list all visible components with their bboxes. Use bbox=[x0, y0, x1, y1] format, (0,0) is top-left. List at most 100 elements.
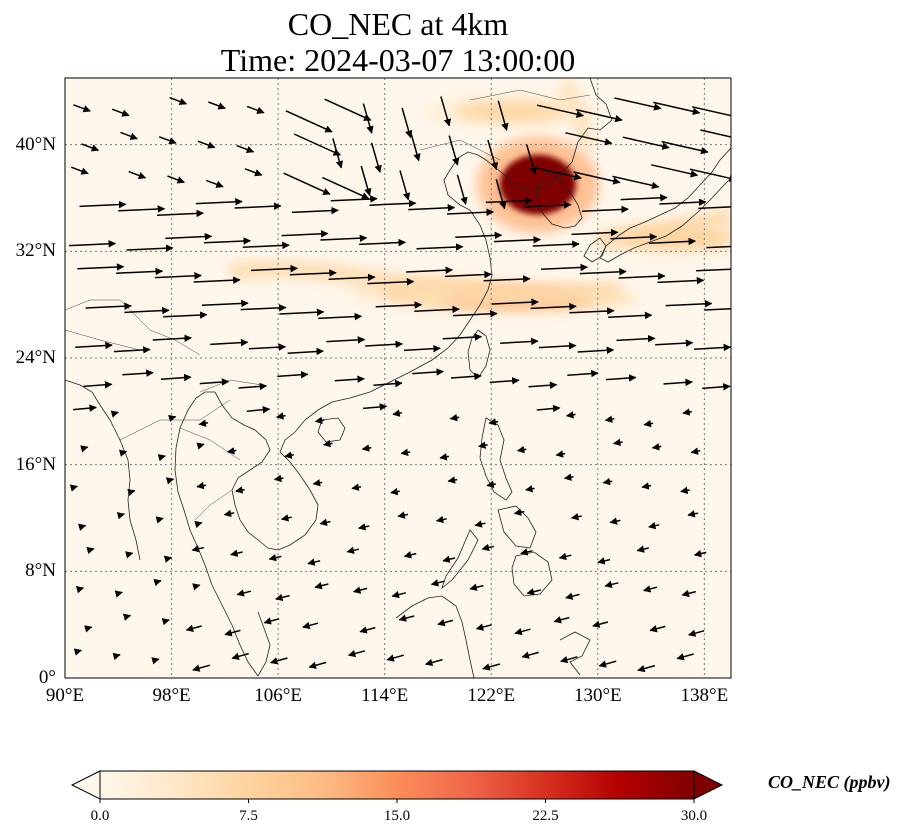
wind-arrow bbox=[359, 238, 407, 247]
wind-arrow bbox=[128, 170, 147, 180]
wind-arrow bbox=[110, 410, 119, 418]
wind-arrow bbox=[391, 590, 407, 599]
wind-arrow bbox=[154, 272, 202, 280]
wind-arrow bbox=[392, 409, 402, 417]
wind-arrow bbox=[195, 198, 243, 206]
colorbar-tick-label: 7.5 bbox=[239, 808, 258, 824]
wind-arrow bbox=[571, 228, 619, 237]
wind-arrow bbox=[693, 549, 707, 558]
wind-arrow bbox=[682, 408, 692, 416]
wind-arrow bbox=[636, 545, 649, 553]
wind-arrow bbox=[365, 340, 404, 349]
plume-core bbox=[499, 154, 576, 215]
wind-arrow bbox=[112, 652, 121, 661]
wind-arrow bbox=[373, 379, 403, 388]
wind-arrow bbox=[273, 474, 284, 483]
wind-arrow bbox=[268, 553, 282, 562]
wind-arrow bbox=[440, 96, 452, 127]
wind-arrow bbox=[196, 442, 205, 450]
coastline-hainan bbox=[317, 417, 346, 443]
wind-arrow bbox=[324, 98, 372, 121]
colorbar-extend-min bbox=[70, 770, 101, 800]
wind-arrow bbox=[169, 96, 188, 106]
coastline-luzon bbox=[479, 417, 513, 501]
colorbar-tick-label: 0.0 bbox=[90, 808, 110, 824]
wind-arrow bbox=[553, 616, 570, 624]
wind-arrow bbox=[455, 231, 503, 240]
map-frame bbox=[64, 77, 732, 679]
wind-arrow bbox=[661, 140, 709, 155]
chart-title-line2: Time: 2024-03-07 13:00:00 bbox=[220, 42, 576, 78]
colorbar-extend-max bbox=[693, 770, 724, 800]
wind-arrow bbox=[482, 663, 501, 671]
wind-arrow bbox=[157, 209, 204, 218]
y-tick-label: 32°N bbox=[15, 240, 56, 262]
wind-arrow bbox=[363, 403, 388, 411]
wind-arrow bbox=[111, 108, 130, 117]
wind-arrow bbox=[165, 477, 175, 485]
wind-arrow bbox=[400, 448, 411, 457]
wind-arrow bbox=[263, 617, 280, 625]
colorbar-gradient bbox=[100, 771, 694, 799]
wind-arrow bbox=[280, 514, 292, 522]
wind-arrow bbox=[541, 263, 589, 272]
wind-arrow bbox=[577, 346, 615, 355]
wind-arrow bbox=[565, 411, 576, 419]
wind-arrow bbox=[78, 523, 87, 531]
wind-arrow bbox=[319, 518, 331, 527]
wind-arrow bbox=[291, 206, 339, 215]
wind-arrow bbox=[69, 484, 79, 492]
wind-arrow bbox=[208, 101, 226, 110]
wind-arrow bbox=[604, 415, 615, 423]
wind-arrow bbox=[191, 545, 204, 553]
concentration-field bbox=[228, 78, 731, 314]
coastline-korea bbox=[535, 171, 583, 229]
wind-arrow bbox=[151, 657, 160, 665]
wind-arrow bbox=[307, 558, 321, 566]
wind-arrow bbox=[651, 443, 662, 451]
wind-arrow bbox=[351, 483, 362, 491]
wind-arrow bbox=[334, 375, 365, 383]
wind-arrow bbox=[500, 337, 539, 346]
wind-arrow bbox=[80, 445, 89, 453]
wind-arrow bbox=[641, 482, 652, 490]
wind-arrow bbox=[494, 236, 541, 244]
wind-arrow bbox=[450, 372, 482, 381]
wind-arrow bbox=[614, 97, 662, 111]
wind-arrow bbox=[69, 240, 117, 248]
wind-arrow bbox=[401, 107, 413, 139]
wind-arrow bbox=[497, 100, 509, 131]
wind-arrow bbox=[73, 104, 91, 113]
plume-band-north bbox=[557, 78, 598, 153]
wind-arrow bbox=[81, 143, 100, 152]
wind-arrow bbox=[579, 268, 627, 276]
wind-arrow bbox=[693, 343, 731, 352]
wind-arrow bbox=[491, 298, 539, 306]
wind-arrow bbox=[79, 200, 127, 209]
coastline-japan bbox=[599, 147, 731, 263]
wind-arrow bbox=[196, 481, 207, 490]
wind-arrow bbox=[558, 552, 572, 561]
wind-arrow bbox=[246, 405, 271, 414]
x-tick-label: 114°E bbox=[361, 685, 409, 706]
wind-arrow bbox=[430, 579, 445, 587]
colorbar-tick-label: 30.0 bbox=[680, 808, 708, 824]
wind-arrow bbox=[124, 306, 170, 315]
wind-arrow bbox=[126, 244, 174, 252]
wind-arrow bbox=[308, 661, 327, 669]
wind-arrow bbox=[573, 171, 621, 185]
wind-arrow bbox=[680, 486, 690, 495]
wind-arrow bbox=[197, 140, 216, 149]
wind-arrow bbox=[700, 129, 731, 138]
wind-arrow bbox=[192, 583, 201, 591]
y-tick-label: 24°N bbox=[15, 347, 56, 368]
wind-arrow bbox=[606, 374, 637, 382]
wind-arrow bbox=[437, 618, 454, 627]
wind-arrow bbox=[153, 578, 162, 587]
wind-arrow bbox=[442, 555, 456, 563]
wind-arrow bbox=[406, 266, 454, 274]
wind-arrow bbox=[622, 136, 670, 150]
wind-arrow bbox=[168, 414, 177, 423]
wind-arrow bbox=[359, 626, 376, 634]
wind-arrow bbox=[161, 618, 170, 626]
